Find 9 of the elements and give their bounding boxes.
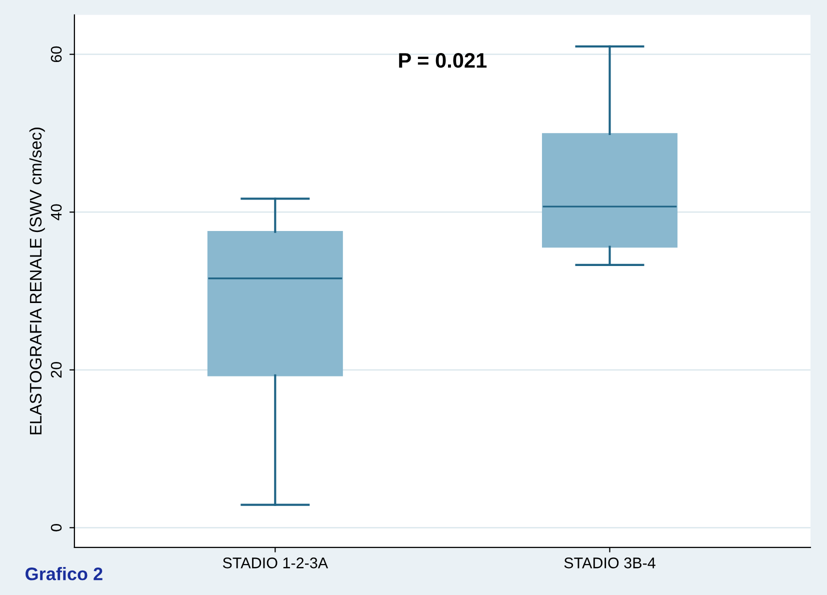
x-tick-label: STADIO 1-2-3A — [222, 558, 328, 568]
x-tick-label: STADIO 3B-4 — [564, 558, 656, 568]
annotation: P = 0.021 — [399, 53, 487, 68]
y-tick-label: 40 — [50, 204, 62, 220]
text: Grafico 2 — [26, 567, 102, 580]
y-tick-label: 0 — [50, 524, 62, 532]
y-axis-title: ELASTOGRAFIA RENALE (SWV cm/sec) — [29, 128, 45, 434]
y-tick-label: 20 — [50, 362, 62, 378]
y-tick-label: 60 — [50, 46, 62, 62]
